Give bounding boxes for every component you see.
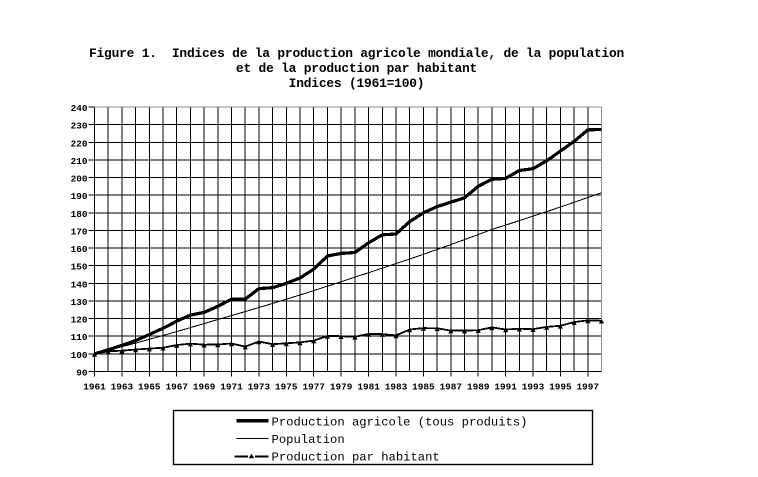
svg-text:1967: 1967 xyxy=(165,382,188,393)
svg-text:110: 110 xyxy=(71,332,88,343)
svg-text:1989: 1989 xyxy=(467,382,490,393)
svg-text:Population: Population xyxy=(272,433,345,447)
svg-text:1979: 1979 xyxy=(330,382,353,393)
svg-text:1965: 1965 xyxy=(138,382,161,393)
svg-text:Production par habitant: Production par habitant xyxy=(272,451,440,465)
svg-text:1997: 1997 xyxy=(577,382,600,393)
svg-text:1991: 1991 xyxy=(494,382,517,393)
svg-text:170: 170 xyxy=(71,226,88,237)
svg-text:Indices (1961=100): Indices (1961=100) xyxy=(289,76,425,91)
svg-text:200: 200 xyxy=(71,174,88,185)
svg-text:100: 100 xyxy=(71,350,88,361)
svg-text:180: 180 xyxy=(71,209,88,220)
svg-text:1971: 1971 xyxy=(220,382,243,393)
svg-text:210: 210 xyxy=(71,156,88,167)
svg-text:1987: 1987 xyxy=(440,382,463,393)
svg-text:1973: 1973 xyxy=(248,382,271,393)
svg-text:Figure 1. Indices de la produ: Figure 1. Indices de la production agric… xyxy=(89,46,624,61)
svg-text:140: 140 xyxy=(71,279,88,290)
svg-text:1981: 1981 xyxy=(357,382,380,393)
svg-text:1983: 1983 xyxy=(385,382,408,393)
svg-text:240: 240 xyxy=(71,103,88,114)
svg-text:1961: 1961 xyxy=(83,382,106,393)
svg-text:160: 160 xyxy=(71,244,88,255)
svg-text:90: 90 xyxy=(76,368,88,379)
svg-text:190: 190 xyxy=(71,191,88,202)
svg-text:1975: 1975 xyxy=(275,382,298,393)
svg-text:1969: 1969 xyxy=(193,382,216,393)
svg-text:120: 120 xyxy=(71,315,88,326)
svg-text:1963: 1963 xyxy=(111,382,134,393)
svg-text:220: 220 xyxy=(71,138,88,149)
svg-text:Production agricole (tous prod: Production agricole (tous produits) xyxy=(272,416,528,430)
svg-text:1985: 1985 xyxy=(412,382,435,393)
svg-text:1977: 1977 xyxy=(302,382,325,393)
svg-text:1995: 1995 xyxy=(549,382,572,393)
svg-text:230: 230 xyxy=(71,121,88,132)
svg-text:150: 150 xyxy=(71,262,88,273)
svg-text:et de la production par habita: et de la production par habitant xyxy=(236,61,477,76)
svg-text:1993: 1993 xyxy=(522,382,545,393)
svg-text:130: 130 xyxy=(71,297,88,308)
